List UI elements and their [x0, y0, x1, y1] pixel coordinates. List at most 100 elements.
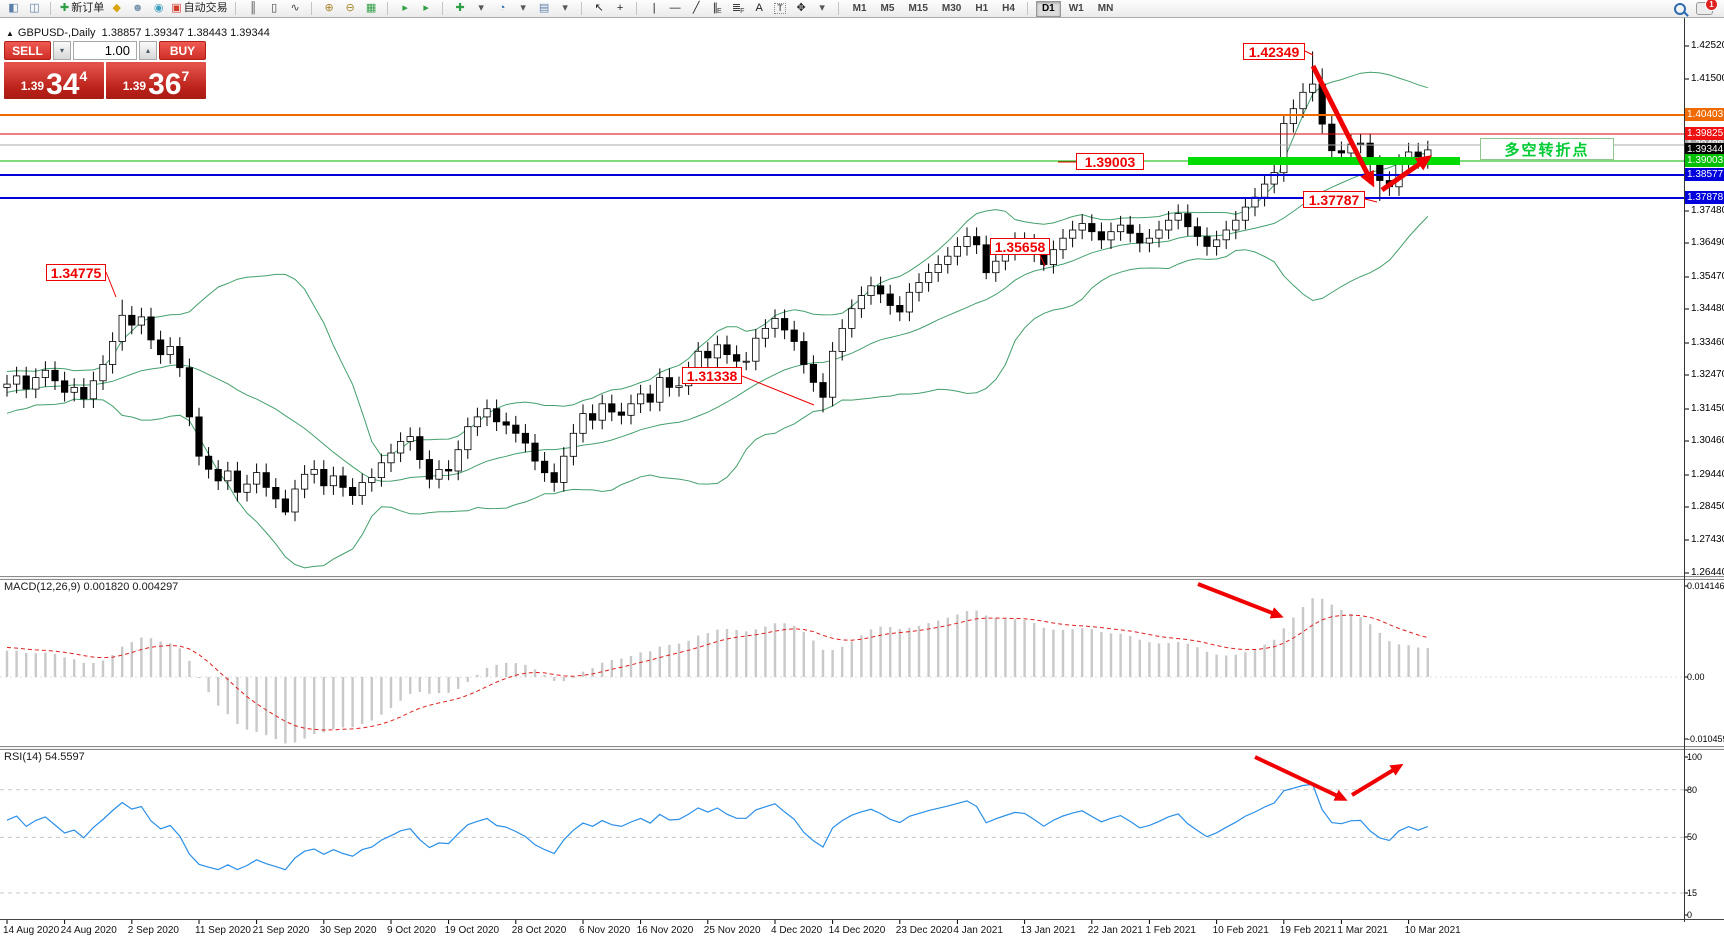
line-chart-icon[interactable]: ∿: [285, 1, 306, 16]
candle[interactable]: [665, 377, 674, 388]
support-band[interactable]: [1188, 157, 1460, 165]
horizontal-line-icon[interactable]: —: [665, 1, 686, 16]
candle[interactable]: [233, 470, 241, 493]
candle[interactable]: [377, 462, 386, 478]
candle[interactable]: [1059, 237, 1067, 251]
candle[interactable]: [1241, 206, 1249, 221]
candle[interactable]: [176, 345, 184, 369]
red-arrow[interactable]: [1197, 582, 1284, 619]
candle[interactable]: [262, 472, 270, 488]
buy-price-display[interactable]: 1.39 36 7: [106, 62, 206, 99]
candle[interactable]: [1270, 172, 1278, 185]
text-icon[interactable]: A: [749, 1, 770, 16]
chart-shift-icon[interactable]: ▸: [416, 1, 437, 16]
candle[interactable]: [704, 350, 712, 359]
candle[interactable]: [560, 455, 568, 483]
candle[interactable]: [12, 375, 21, 385]
templates-icon[interactable]: ▤: [534, 1, 555, 16]
candle[interactable]: [848, 308, 856, 329]
auto-scroll-icon[interactable]: ▸: [395, 1, 416, 16]
candle[interactable]: [829, 350, 837, 398]
collapse-arrow-icon[interactable]: ▲: [6, 29, 14, 38]
candle[interactable]: [1165, 219, 1173, 231]
fibonacci-icon[interactable]: ≣ F: [728, 1, 749, 16]
periods-dropdown-icon[interactable]: ▾: [513, 1, 534, 16]
price-callout-1.35658[interactable]: 1.35658: [990, 238, 1050, 255]
candle[interactable]: [1078, 223, 1086, 231]
candle[interactable]: [589, 413, 597, 421]
candle[interactable]: [627, 403, 635, 416]
timeframe-mn[interactable]: MN: [1097, 3, 1114, 14]
candle[interactable]: [1174, 213, 1182, 221]
timeframe-m30[interactable]: M30: [941, 3, 962, 14]
search-icon[interactable]: [1674, 2, 1689, 17]
candle[interactable]: [713, 344, 722, 359]
candle[interactable]: [925, 272, 933, 283]
candle[interactable]: [425, 459, 434, 480]
candle[interactable]: [867, 285, 875, 296]
annotation-arrows[interactable]: [105, 50, 1433, 801]
candle[interactable]: [1261, 183, 1269, 198]
candle[interactable]: [579, 413, 587, 434]
macd-panel[interactable]: [0, 598, 1684, 744]
candle[interactable]: [416, 436, 424, 461]
candle[interactable]: [781, 318, 789, 331]
candle[interactable]: [348, 486, 357, 496]
rsi-panel[interactable]: [0, 783, 1684, 894]
candle[interactable]: [51, 369, 59, 382]
timeframe-d1[interactable]: D1: [1035, 0, 1061, 17]
candle[interactable]: [1222, 229, 1230, 241]
candle[interactable]: [224, 470, 232, 482]
candle[interactable]: [512, 424, 520, 434]
auto-trading-button[interactable]: ▣ 自动交易: [169, 1, 229, 16]
candle[interactable]: [339, 475, 347, 488]
price-callout-1.42349[interactable]: 1.42349: [1243, 43, 1305, 60]
candles-layer[interactable]: [3, 51, 1432, 522]
candle[interactable]: [1088, 223, 1096, 233]
candle[interactable]: [675, 385, 683, 388]
panel-separator[interactable]: [0, 746, 1724, 750]
candle[interactable]: [444, 468, 453, 472]
buy-button[interactable]: BUY: [159, 41, 206, 60]
candlestick-chart-icon[interactable]: ▯: [264, 1, 285, 16]
volume-decrease-button[interactable]: ▾: [53, 41, 71, 60]
candle[interactable]: [109, 341, 117, 365]
profile-icon[interactable]: ☻: [127, 1, 148, 16]
candle[interactable]: [733, 354, 741, 362]
candle[interactable]: [204, 455, 213, 470]
candle[interactable]: [1117, 224, 1125, 233]
red-arrow[interactable]: [1254, 755, 1348, 801]
candle[interactable]: [118, 314, 126, 342]
candle[interactable]: [80, 386, 88, 400]
volume-increase-button[interactable]: ▴: [139, 41, 157, 60]
trendline-icon[interactable]: ╱: [686, 1, 707, 16]
candle[interactable]: [934, 263, 942, 273]
templates-dropdown-icon[interactable]: ▾: [555, 1, 576, 16]
candle[interactable]: [137, 316, 145, 326]
candle[interactable]: [406, 436, 414, 442]
candle[interactable]: [1232, 219, 1240, 231]
candle[interactable]: [358, 482, 366, 497]
candle[interactable]: [531, 442, 539, 462]
candle[interactable]: [3, 383, 11, 388]
candle[interactable]: [492, 408, 501, 423]
candle[interactable]: [252, 472, 261, 485]
candle[interactable]: [800, 341, 808, 365]
new-order-button[interactable]: ✚ 新订单: [58, 1, 106, 16]
candle[interactable]: [877, 285, 885, 295]
zoom-in-icon[interactable]: ⊕: [319, 1, 340, 16]
candle[interactable]: [819, 382, 827, 398]
candle[interactable]: [944, 255, 952, 265]
candle[interactable]: [387, 452, 395, 464]
candle[interactable]: [454, 449, 462, 472]
candle[interactable]: [1289, 108, 1297, 124]
candle[interactable]: [761, 327, 770, 339]
candle[interactable]: [464, 426, 472, 451]
candle[interactable]: [1309, 83, 1317, 93]
arrows-icon[interactable]: ✥: [791, 1, 812, 16]
candle[interactable]: [742, 360, 750, 363]
candle[interactable]: [1107, 231, 1115, 241]
candle[interactable]: [1126, 224, 1134, 234]
equidistant-channel-icon[interactable]: ∥ E: [707, 1, 728, 16]
